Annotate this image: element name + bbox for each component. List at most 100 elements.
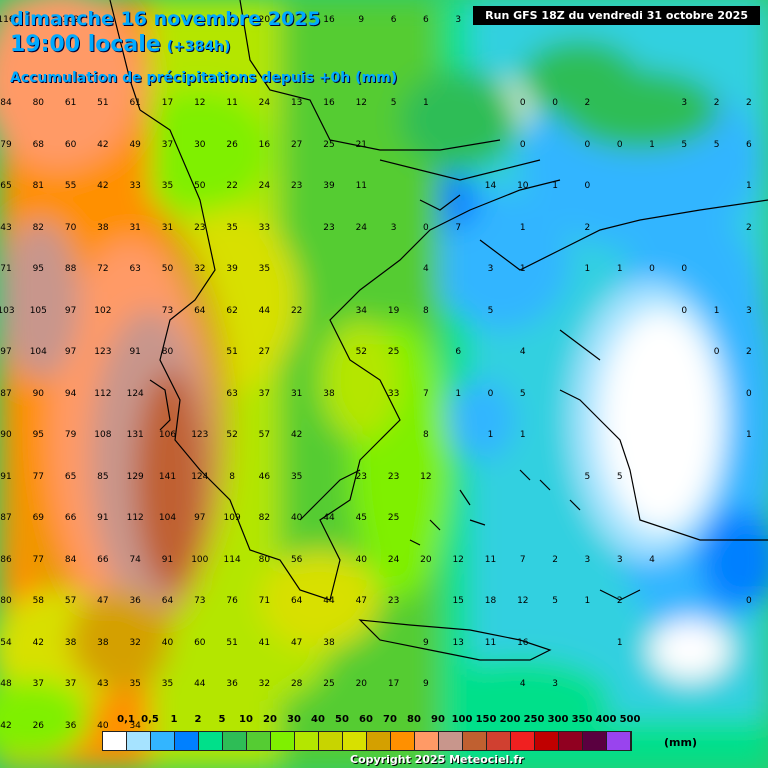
grid-value: 30 [194, 139, 206, 150]
grid-value: 23 [290, 181, 303, 191]
grid-value: 32 [194, 264, 206, 274]
grid-value: 51 [97, 98, 109, 108]
legend-unit: (mm) [664, 736, 697, 749]
grid-value: 1 [487, 430, 494, 440]
grid-value: 3 [616, 554, 623, 565]
grid-value: 24 [258, 181, 271, 191]
grid-value: 31 [290, 388, 303, 399]
legend-swatch [343, 732, 367, 750]
grid-value: 51 [226, 637, 238, 648]
legend-label: 0,5 [141, 714, 159, 725]
grid-value: 47 [355, 596, 368, 606]
grid-value: 31 [129, 222, 141, 233]
grid-value: 35 [258, 264, 271, 274]
grid-value: 97 [64, 305, 77, 316]
grid-value: 64 [290, 596, 303, 606]
legend-swatch [319, 732, 343, 750]
legend-swatch [103, 732, 127, 750]
grid-value: 8 [229, 471, 235, 482]
grid-value: 34 [355, 305, 368, 316]
grid-value: 0 [519, 139, 526, 150]
forecast-time-label: 19:00 locale [10, 32, 161, 57]
grid-value: 38 [64, 637, 77, 648]
grid-value: 124 [126, 388, 144, 399]
grid-value: 50 [194, 181, 206, 191]
grid-value: 105 [29, 305, 47, 316]
grid-value: 13 [452, 637, 464, 648]
grid-value: 95 [32, 430, 45, 440]
legend-swatch [511, 732, 535, 750]
grid-value: 0 [423, 222, 429, 233]
grid-value: 116 [0, 15, 15, 25]
legend-labels: 0,1 0,5 1 2 5 10 20 30 40 50 60 70 80 90 100 150 200 250 3… [117, 714, 678, 728]
legend-label: 30 [287, 714, 301, 725]
grid-value: 123 [94, 347, 112, 357]
grid-value: 43 [97, 679, 109, 689]
grid-value: 8 [423, 305, 429, 316]
grid-value: 16 [323, 98, 335, 108]
grid-value: 0 [746, 388, 752, 399]
grid-value: 23 [323, 222, 335, 233]
grid-value: 0 [681, 305, 688, 316]
grid-value: 1 [584, 596, 591, 606]
legend-swatch [439, 732, 463, 750]
grid-value: 44 [194, 679, 206, 689]
grid-value: 70 [64, 222, 77, 233]
grid-value: 12 [355, 98, 368, 108]
grid-value: 23 [355, 471, 368, 482]
grid-value: 38 [97, 222, 109, 233]
grid-value: 6 [746, 139, 752, 150]
grid-value: 91 [97, 513, 109, 523]
legend-swatch [463, 732, 487, 750]
grid-value: 2 [746, 98, 752, 108]
grid-value: 7 [455, 222, 462, 233]
grid-value: 44 [258, 305, 271, 316]
grid-value: 41 [258, 637, 271, 648]
grid-value: 7 [423, 388, 429, 399]
legend-label: 70 [383, 714, 397, 725]
grid-value: 1 [713, 305, 720, 316]
grid-value: 123 [191, 430, 209, 440]
grid-value: 84 [64, 554, 77, 565]
grid-value: 13 [290, 98, 303, 108]
grid-value: 0 [519, 98, 526, 108]
grid-value: 47 [97, 596, 109, 606]
grid-value: 97 [64, 347, 77, 357]
legend-swatch [151, 732, 175, 750]
legend-label: 100 [451, 714, 473, 725]
grid-value: 38 [323, 388, 335, 399]
grid-value: 20 [258, 15, 271, 25]
grid-value: 25 [323, 139, 335, 150]
grid-value: 1 [552, 181, 558, 191]
grid-value: 1 [455, 388, 462, 399]
grid-value: 12 [194, 98, 206, 108]
grid-value: 45 [355, 513, 368, 523]
grid-value: 63 [226, 388, 238, 399]
legend-swatch [199, 732, 223, 750]
legend-label: 10 [239, 714, 253, 725]
legend-swatch [223, 732, 247, 750]
grid-value: 11 [226, 98, 238, 108]
grid-value: 62 [226, 305, 238, 316]
grid-value: 58 [32, 596, 45, 606]
grid-value: 48 [0, 679, 12, 689]
grid-value: 0 [713, 347, 720, 357]
grid-value: 2 [746, 222, 752, 233]
legend-label: 500 [619, 714, 641, 725]
grid-value: 2 [713, 98, 720, 108]
grid-value: 33 [258, 222, 271, 233]
grid-value: 114 [223, 554, 241, 565]
legend-label: 50 [335, 714, 349, 725]
grid-value: 3 [390, 222, 397, 233]
grid-value: 23 [387, 471, 400, 482]
grid-value: 3 [746, 305, 752, 316]
legend-swatch [367, 732, 391, 750]
grid-value: 12 [420, 471, 432, 482]
grid-value: 12 [517, 596, 529, 606]
grid-value: 36 [226, 679, 238, 689]
grid-value: 103 [0, 305, 15, 316]
grid-value: 80 [0, 596, 12, 606]
grid-value: 25 [323, 679, 335, 689]
grid-value: 36 [64, 720, 77, 731]
